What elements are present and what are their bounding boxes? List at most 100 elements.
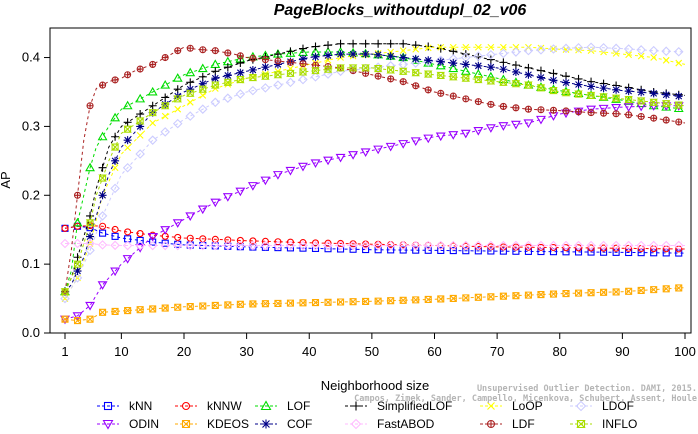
data-point — [650, 114, 658, 122]
data-point — [236, 52, 244, 60]
data-point — [85, 219, 95, 227]
data-point — [260, 240, 271, 251]
data-point — [524, 63, 533, 72]
data-point — [486, 419, 496, 429]
data-point — [460, 129, 471, 139]
data-point — [197, 240, 208, 251]
data-point — [636, 102, 647, 112]
data-point — [248, 65, 257, 74]
data-point — [102, 419, 114, 430]
x-axis: 1 10 20 30 40 50 60 70 80 90 100 — [61, 333, 696, 359]
data-point — [85, 238, 95, 249]
data-point — [611, 240, 621, 251]
data-point — [348, 64, 358, 72]
legend-item-odin: ODIN — [97, 417, 159, 431]
data-point — [600, 109, 608, 117]
data-point — [124, 228, 132, 236]
data-point — [473, 126, 484, 136]
series-line — [64, 287, 686, 322]
data-point — [160, 79, 171, 89]
data-point — [661, 240, 671, 251]
data-point — [174, 47, 182, 55]
data-point — [637, 113, 645, 120]
data-point — [576, 419, 586, 429]
data-point — [487, 100, 495, 108]
data-point — [86, 232, 95, 241]
data-point — [261, 419, 271, 429]
data-point — [536, 84, 546, 92]
data-point — [148, 101, 157, 110]
data-point — [247, 182, 258, 191]
y-tick-label: 0.2 — [22, 187, 40, 202]
data-point — [436, 44, 445, 53]
series-simplifiedlof — [61, 39, 686, 296]
data-point — [124, 307, 132, 315]
data-point — [285, 48, 296, 57]
data-point — [448, 131, 459, 140]
data-point — [599, 93, 608, 101]
x-tick-label: 20 — [177, 344, 191, 359]
data-point — [273, 71, 283, 79]
data-point — [424, 56, 433, 65]
y-tick-label: 0.3 — [22, 118, 40, 133]
data-point — [473, 240, 484, 251]
data-point — [611, 103, 622, 113]
data-point — [398, 240, 408, 251]
data-point — [110, 183, 120, 194]
data-point — [147, 135, 158, 145]
data-point — [286, 47, 295, 56]
series-cof — [61, 50, 686, 296]
series-line — [64, 53, 686, 293]
data-point — [675, 118, 683, 126]
data-point — [324, 51, 333, 60]
data-point — [211, 74, 220, 83]
series-line — [64, 43, 686, 292]
data-point — [437, 295, 445, 303]
data-point — [123, 136, 132, 145]
data-point — [625, 244, 633, 252]
data-point — [111, 307, 119, 315]
data-point — [462, 95, 470, 103]
data-point — [181, 401, 191, 411]
data-point — [236, 76, 245, 84]
x-tick-label: 70 — [490, 344, 504, 359]
data-point — [462, 43, 470, 51]
data-point — [449, 247, 457, 255]
data-point — [111, 225, 119, 234]
data-point — [623, 103, 634, 112]
data-point — [147, 233, 158, 242]
data-point — [562, 107, 570, 115]
data-point — [223, 78, 233, 86]
data-point — [436, 57, 445, 66]
data-point — [373, 65, 383, 73]
legend-label: KDEOS — [207, 417, 249, 431]
data-point — [524, 105, 532, 113]
data-point — [612, 85, 621, 94]
data-point — [412, 246, 420, 254]
data-point — [637, 286, 645, 294]
data-point — [337, 239, 345, 248]
data-point — [625, 51, 633, 59]
data-point — [235, 240, 246, 251]
data-point — [574, 244, 583, 252]
series-inflo — [60, 64, 686, 296]
data-point — [186, 85, 195, 94]
data-point — [273, 50, 282, 59]
data-point — [386, 39, 395, 48]
data-point — [435, 132, 446, 142]
data-point — [274, 57, 282, 65]
y-tick-label: 0.1 — [22, 256, 40, 271]
data-point — [423, 70, 433, 78]
data-point — [474, 98, 482, 106]
data-point — [537, 243, 545, 251]
data-point — [586, 240, 596, 251]
data-point — [498, 240, 509, 251]
data-point — [562, 244, 570, 252]
data-point — [462, 247, 470, 255]
data-point — [61, 315, 69, 323]
data-point — [61, 224, 69, 232]
data-point — [249, 54, 257, 62]
data-point — [562, 46, 570, 53]
data-point — [510, 120, 521, 130]
data-point — [136, 306, 144, 314]
